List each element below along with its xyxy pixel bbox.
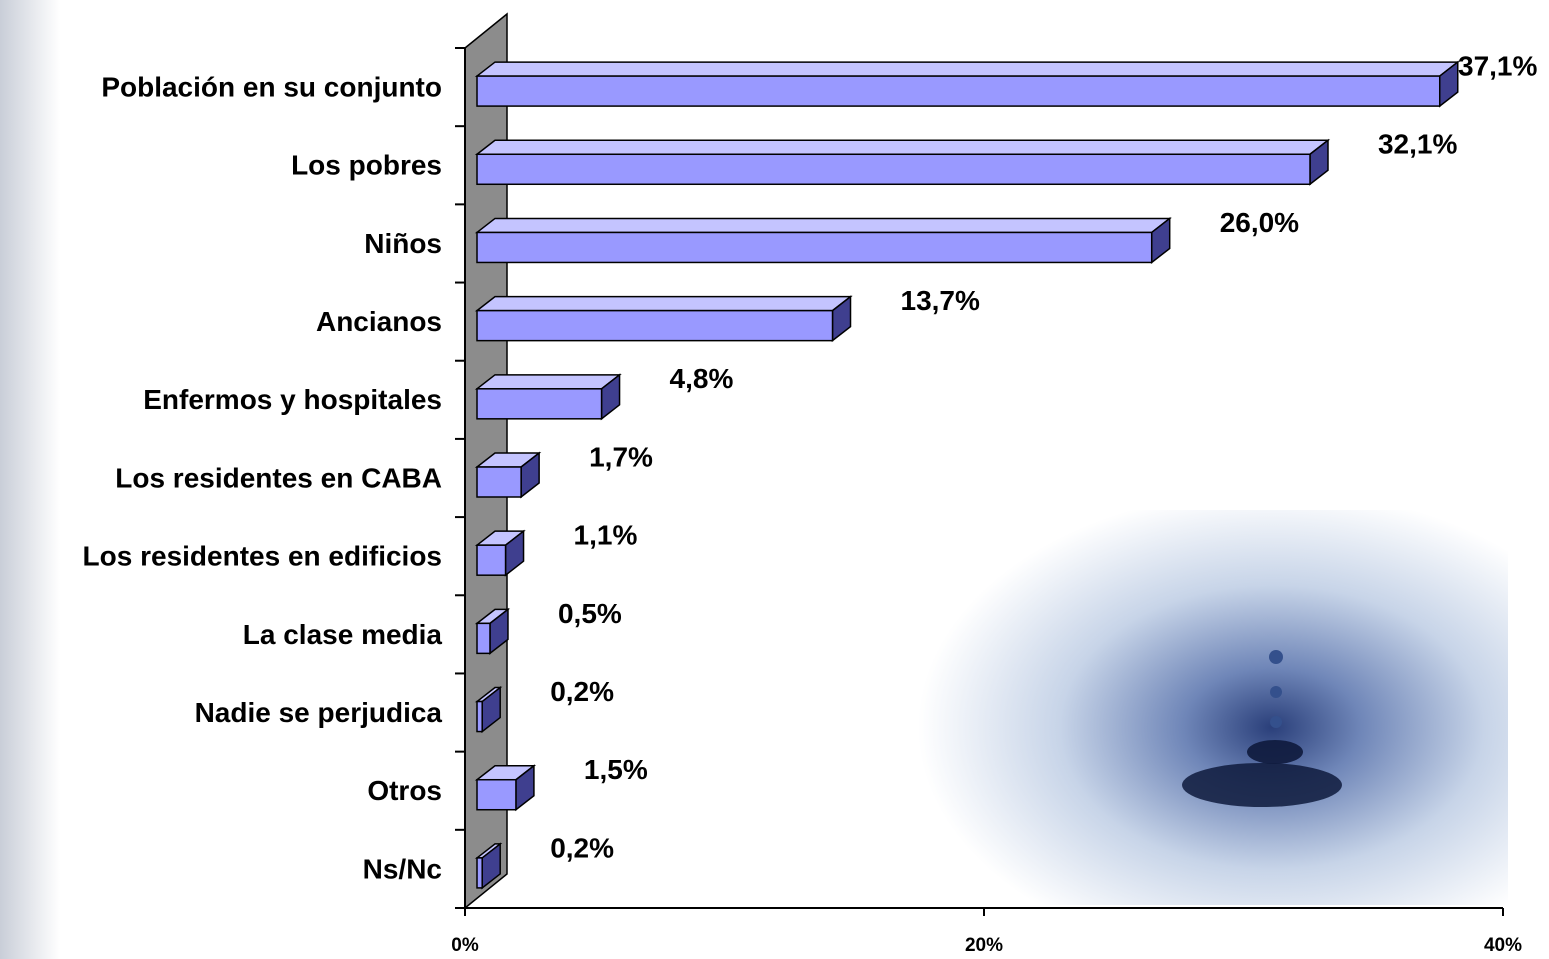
bar-front [476, 622, 491, 655]
water-drop [1247, 740, 1303, 764]
bar-top [474, 139, 1331, 156]
y-tick-label: Niños [364, 228, 442, 259]
bar [474, 60, 1460, 108]
bar-front [476, 153, 1311, 186]
water-drop [1270, 716, 1282, 728]
bar [474, 529, 526, 577]
value-label: 0,2% [550, 832, 614, 863]
water-drop [1269, 650, 1283, 664]
bar [474, 138, 1331, 186]
bar-front [476, 309, 834, 342]
value-label: 4,8% [670, 363, 734, 394]
value-label: 1,7% [589, 441, 653, 472]
water-drop [1270, 686, 1282, 698]
value-label: 1,1% [574, 520, 638, 551]
bar [474, 842, 503, 890]
y-tick-label: Ancianos [316, 306, 442, 337]
y-tick-label: Ns/Nc [363, 853, 442, 884]
value-label: 0,5% [558, 598, 622, 629]
bar-top [474, 61, 1460, 77]
bar-front [476, 857, 483, 889]
x-tick-label: 0% [451, 935, 479, 956]
bar [474, 686, 503, 734]
value-label: 1,5% [584, 754, 648, 785]
bar [474, 216, 1172, 264]
y-tick-label: Enfermos y hospitales [143, 384, 442, 415]
value-label: 37,1% [1458, 50, 1537, 81]
bar [474, 764, 537, 812]
y-tick-label: Los pobres [291, 150, 442, 181]
water-image [918, 510, 1508, 905]
x-tick-label: 40% [1484, 935, 1522, 956]
value-label: 13,7% [901, 285, 980, 316]
y-tick-label: La clase media [243, 619, 443, 650]
bar-front [476, 778, 517, 811]
y-tick-label: Los residentes en CABA [115, 462, 442, 493]
y-tick-label: Otros [367, 775, 442, 806]
bar-front [476, 466, 522, 498]
y-tick-label: Los residentes en edificios [83, 541, 442, 572]
background-strip [0, 0, 60, 959]
bar [474, 451, 542, 499]
bar-front [476, 544, 507, 576]
bar-top [474, 217, 1172, 234]
x-tick-label: 20% [965, 935, 1003, 956]
value-label: 26,0% [1220, 207, 1299, 238]
bar-top [474, 374, 622, 390]
bar-front [476, 231, 1153, 264]
bar-front [476, 75, 1441, 107]
bar [474, 607, 511, 655]
water-drop [1182, 763, 1342, 807]
bar [474, 373, 622, 421]
bar [474, 295, 853, 343]
y-tick-label: Nadie se perjudica [195, 697, 443, 728]
bar-front [476, 388, 603, 420]
value-label: 32,1% [1378, 129, 1457, 160]
bar-front [476, 700, 483, 733]
y-tick-label: Población en su conjunto [101, 71, 442, 102]
bar-top [474, 295, 853, 312]
value-label: 0,2% [550, 676, 614, 707]
